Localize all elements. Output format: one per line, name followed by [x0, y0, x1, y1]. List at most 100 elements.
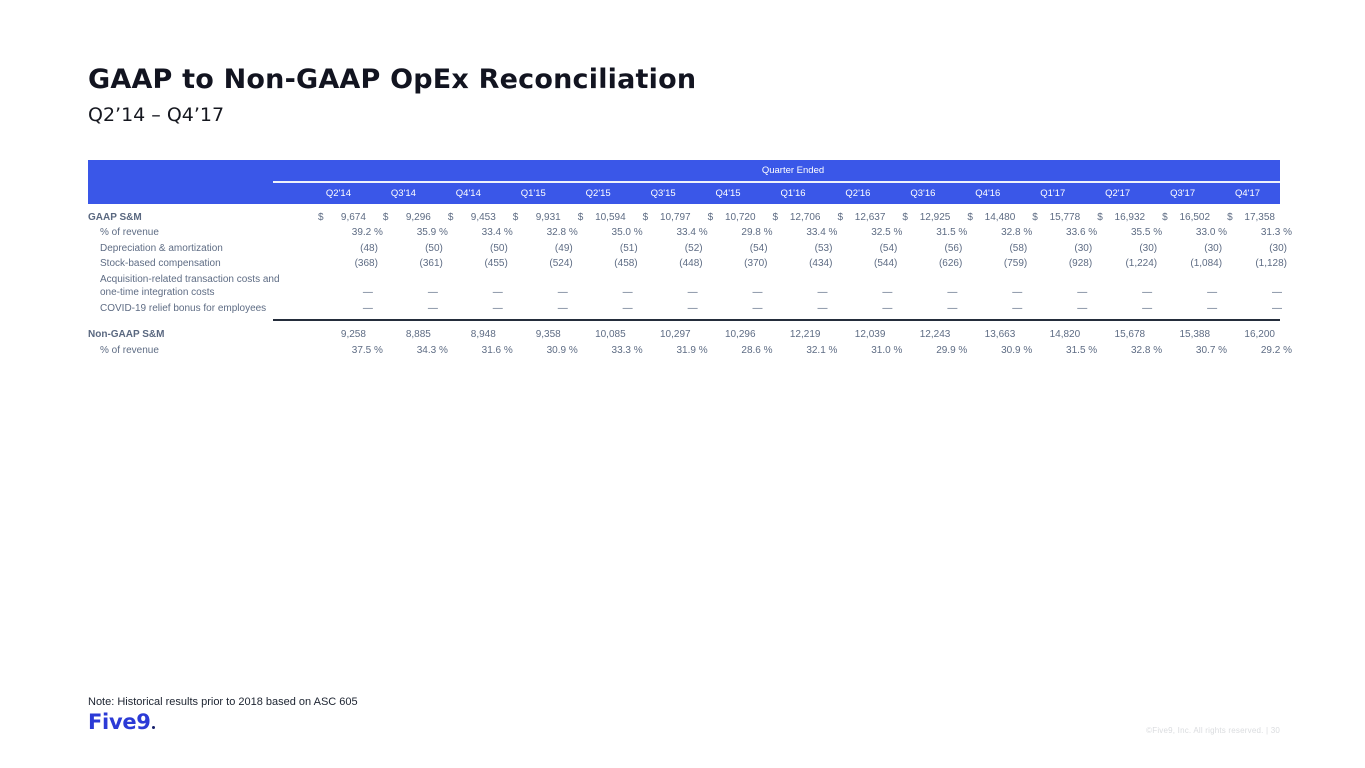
- table-cell: —: [1097, 302, 1162, 318]
- cell-value: —: [947, 303, 958, 314]
- table-cell: —: [902, 302, 967, 318]
- table-cell: —: [773, 302, 838, 318]
- table-cell: 37.5 %: [318, 344, 383, 360]
- dollar-sign: $: [967, 211, 973, 223]
- cell-value: (48): [360, 242, 378, 254]
- table-cell: 13,663: [955, 328, 1020, 344]
- table-cell: (759): [967, 257, 1032, 273]
- table-cell: —: [967, 286, 1032, 302]
- cell-value: 9,453: [470, 211, 496, 223]
- cell-value: 10,797: [660, 211, 691, 223]
- cell-value: 12,219: [789, 329, 821, 340]
- subtotal-rule: [273, 318, 1280, 321]
- cell-value: (50): [490, 242, 508, 254]
- cell-value: (49): [554, 242, 573, 254]
- table-cell: 33.0 %: [1162, 226, 1227, 242]
- table-cell: (53): [773, 242, 838, 258]
- cell-value: —: [1207, 287, 1218, 298]
- table-cell: 31.5 %: [1032, 344, 1097, 360]
- cell-value: 33.6 %: [1066, 227, 1098, 238]
- cell-value: (626): [938, 258, 963, 269]
- table-cell: 9,258: [306, 328, 371, 344]
- quarter-label: Q3'16: [910, 188, 936, 199]
- quarter-label: Q3'17: [1170, 188, 1196, 199]
- table-cell: (448): [643, 257, 708, 273]
- table-row: % of revenue 37.5 % 34.3 % 31.6 % 30.9 % 33.3…: [88, 344, 1292, 360]
- cell-value: —: [752, 303, 763, 314]
- table-cell: $17,358: [1215, 211, 1280, 227]
- row-label: COVID-19 relief bonus for employees: [100, 303, 267, 314]
- table-cell: (928): [1032, 257, 1097, 273]
- table-cell: —: [837, 302, 902, 318]
- cell-value: 35.0 %: [611, 227, 643, 238]
- cell-value: (1,224): [1125, 258, 1158, 269]
- cell-value: 12,925: [919, 211, 951, 223]
- cell-value: 31.0 %: [871, 345, 903, 356]
- table-cell: 39.2 %: [318, 226, 383, 242]
- table-cell: —: [1032, 302, 1097, 318]
- quarter-header-row: Q2'14 Q3'14 Q4'14 Q1'15 Q2'15 Q3'15 Q4'15 Q1'16…: [306, 183, 1280, 204]
- footnote: Note: Historical results prior to 2018 b…: [88, 696, 358, 708]
- cell-value: —: [1077, 303, 1088, 314]
- cell-value: —: [1142, 303, 1153, 314]
- table-cell: 35.0 %: [578, 226, 643, 242]
- table-cell: —: [773, 286, 838, 302]
- table-cell: 28.6 %: [708, 344, 773, 360]
- cell-value: (759): [1003, 258, 1028, 269]
- cell-value: 34.3 %: [416, 345, 448, 356]
- cell-value: —: [817, 303, 828, 314]
- quarter-label: Q2'15: [585, 188, 611, 199]
- cell-value: 16,200: [1244, 329, 1275, 340]
- table-cell: (458): [578, 257, 643, 273]
- table-row: Acquisition-related transaction costs an…: [88, 273, 1282, 302]
- header-underline: [273, 181, 1280, 183]
- table-cell: —: [1032, 286, 1097, 302]
- table-cell: —: [318, 302, 383, 318]
- row-label: Acquisition-related transaction costs an…: [100, 273, 280, 299]
- opex-reconciliation-table: Quarter Ended Q2'14 Q3'14 Q4'14 Q1'15 Q2'15 Q…: [88, 160, 1292, 360]
- page-title: GAAP to Non-GAAP OpEx Reconciliation: [88, 64, 697, 95]
- cell-value: —: [1272, 287, 1282, 298]
- quarter-label: Q4'15: [715, 188, 741, 199]
- table-cell: $12,706: [761, 211, 826, 227]
- cell-value: 8,948: [470, 329, 496, 340]
- table-cell: —: [448, 302, 513, 318]
- table-cell: 31.3 %: [1227, 226, 1292, 242]
- table-cell: $10,720: [696, 211, 761, 227]
- table-cell: 8,948: [436, 328, 501, 344]
- table-cell: —: [383, 302, 448, 318]
- row-label: GAAP S&M: [88, 211, 142, 223]
- table-row: Stock-based compensation (368) (361) (455) (…: [88, 257, 1287, 273]
- table-cell: 35.9 %: [383, 226, 448, 242]
- table-cell: (524): [513, 257, 578, 273]
- table-cell: $9,931: [501, 211, 566, 227]
- table-cell: 34.3 %: [383, 344, 448, 360]
- quarter-label: Q3'14: [390, 188, 416, 199]
- table-cell: $12,925: [890, 211, 955, 227]
- table-cell: (51): [578, 242, 643, 258]
- table-body: GAAP S&M $9,674 $9,296 $9,453 $9,931 $10,594 $…: [88, 204, 1292, 360]
- cell-value: 10,085: [595, 329, 626, 340]
- table-cell: 31.0 %: [837, 344, 902, 360]
- cell-value: 33.4 %: [481, 227, 513, 238]
- cell-value: (30): [1204, 242, 1223, 254]
- cell-value: 33.0 %: [1195, 227, 1228, 238]
- row-cells: — — — — — — — — — — — — — — —: [318, 302, 1292, 318]
- table-cell: (1,084): [1162, 257, 1227, 273]
- dollar-sign: $: [902, 211, 908, 223]
- table-cell: (50): [383, 242, 448, 258]
- table-cell: (1,224): [1097, 257, 1162, 273]
- dollar-sign: $: [1227, 211, 1233, 223]
- cell-value: 17,358: [1244, 211, 1275, 223]
- cell-value: 28.6 %: [741, 345, 773, 356]
- table-cell: —: [643, 286, 708, 302]
- cell-value: 33.4 %: [676, 227, 708, 238]
- cell-value: 30.9 %: [1001, 345, 1033, 356]
- quarter-label: Q2'17: [1105, 188, 1131, 199]
- cell-value: (368): [354, 258, 378, 269]
- cell-value: —: [947, 287, 958, 298]
- quarter-label: Q4'17: [1235, 188, 1261, 199]
- table-cell: (58): [967, 242, 1032, 258]
- quarter-label: Q4'14: [455, 188, 481, 199]
- cell-value: 9,258: [340, 329, 366, 340]
